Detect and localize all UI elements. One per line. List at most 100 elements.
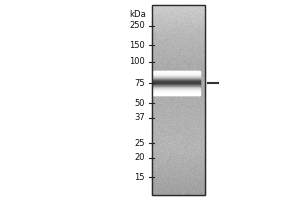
Bar [152,90,205,92]
Bar [153,93,200,94]
Bar [152,165,205,166]
Bar [153,91,200,92]
Bar [152,84,205,86]
Bar [152,21,205,22]
Bar [152,193,205,195]
Bar [152,24,205,26]
Bar [153,87,200,88]
Bar [152,5,205,7]
Bar [152,176,205,178]
Text: 150: 150 [129,40,145,49]
Bar [152,78,205,79]
Bar [153,80,200,81]
Bar [152,136,205,138]
Bar [153,72,200,73]
Bar [152,87,205,89]
Bar [153,73,200,74]
Bar [152,83,205,84]
Bar [152,73,205,75]
Bar [152,76,205,78]
Bar [153,84,200,85]
Bar [152,135,205,136]
Bar [152,189,205,190]
Bar [152,33,205,35]
Bar [152,154,205,155]
Bar [152,146,205,148]
Bar [153,74,200,75]
Bar [152,22,205,24]
Bar [152,97,205,98]
Bar [152,152,205,154]
Text: 50: 50 [134,98,145,108]
Bar [152,15,205,16]
Bar [152,81,205,83]
Bar [152,52,205,54]
Bar [152,186,205,187]
Bar [152,160,205,162]
Bar [152,124,205,125]
Bar [152,19,205,21]
Bar [152,174,205,176]
Bar [152,163,205,165]
Bar [152,116,205,117]
Bar [152,182,205,184]
Text: kDa: kDa [129,10,146,19]
Bar [153,72,200,73]
Bar [153,77,200,78]
Bar [153,79,200,80]
Bar [153,88,200,89]
Bar [152,159,205,160]
Bar [152,138,205,140]
Bar [152,102,205,103]
Bar [153,80,200,81]
Bar [152,40,205,41]
Bar [152,171,205,173]
Bar [152,94,205,95]
Bar [153,88,200,89]
Bar [152,119,205,121]
Bar [152,45,205,46]
Bar [152,181,205,182]
Bar [153,89,200,90]
Bar [152,65,205,67]
Bar [153,85,200,86]
Bar [152,37,205,38]
Bar [152,178,205,179]
Text: 25: 25 [134,138,145,148]
Bar [152,168,205,170]
Bar [152,173,205,174]
Bar [152,29,205,30]
Bar [152,13,205,15]
Bar [152,70,205,72]
Bar [152,64,205,65]
Bar [152,67,205,68]
Bar [152,187,205,189]
Bar [152,108,205,110]
Bar [152,56,205,57]
Bar [152,57,205,59]
Bar [152,43,205,45]
Bar [152,122,205,124]
Bar [152,10,205,11]
Text: 20: 20 [134,154,145,162]
Bar [152,110,205,111]
Bar [152,151,205,152]
Bar [152,16,205,18]
Bar [152,8,205,10]
Bar [152,179,205,181]
Bar [152,113,205,114]
Bar [152,114,205,116]
Bar [152,11,205,13]
Bar [152,105,205,106]
Bar [152,148,205,149]
Text: 15: 15 [134,172,145,182]
Bar [152,190,205,192]
Bar [152,32,205,33]
Bar [152,121,205,122]
Bar [152,27,205,29]
Bar [153,78,200,79]
Text: 100: 100 [129,58,145,66]
Bar [152,133,205,135]
Bar [152,35,205,37]
Bar [153,85,200,86]
